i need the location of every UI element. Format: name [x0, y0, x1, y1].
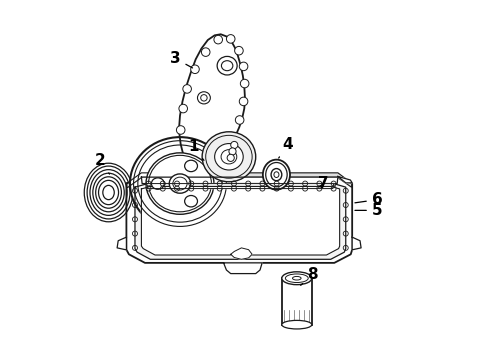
- Polygon shape: [117, 237, 126, 249]
- Ellipse shape: [151, 178, 164, 189]
- Circle shape: [191, 65, 199, 73]
- Circle shape: [235, 116, 244, 124]
- Ellipse shape: [217, 57, 237, 75]
- Polygon shape: [338, 176, 352, 183]
- Text: 3: 3: [170, 51, 193, 68]
- Polygon shape: [352, 237, 361, 249]
- Circle shape: [239, 97, 248, 106]
- Circle shape: [176, 126, 185, 134]
- Ellipse shape: [202, 132, 256, 182]
- Circle shape: [231, 141, 238, 149]
- Ellipse shape: [185, 195, 197, 207]
- Polygon shape: [147, 184, 334, 189]
- Circle shape: [183, 85, 192, 93]
- Text: 1: 1: [188, 139, 204, 160]
- Ellipse shape: [271, 168, 282, 181]
- Polygon shape: [231, 248, 252, 259]
- Text: 2: 2: [95, 153, 109, 174]
- Ellipse shape: [103, 185, 114, 200]
- Circle shape: [229, 148, 236, 155]
- Polygon shape: [142, 186, 340, 255]
- Polygon shape: [135, 184, 346, 259]
- Polygon shape: [126, 173, 352, 188]
- Ellipse shape: [263, 159, 290, 190]
- Circle shape: [214, 35, 222, 44]
- Circle shape: [239, 62, 248, 71]
- Ellipse shape: [146, 153, 214, 214]
- Ellipse shape: [197, 92, 210, 104]
- Circle shape: [201, 48, 210, 57]
- Text: 4: 4: [279, 137, 293, 158]
- Ellipse shape: [282, 320, 312, 329]
- Circle shape: [235, 46, 243, 55]
- Text: 5: 5: [355, 203, 383, 218]
- Text: 6: 6: [355, 192, 383, 207]
- Polygon shape: [179, 34, 245, 164]
- Ellipse shape: [84, 163, 133, 222]
- Text: 7: 7: [318, 176, 329, 191]
- Polygon shape: [126, 177, 352, 263]
- Ellipse shape: [185, 160, 197, 172]
- Ellipse shape: [215, 144, 243, 170]
- Ellipse shape: [130, 137, 230, 230]
- Polygon shape: [223, 263, 262, 274]
- Circle shape: [179, 104, 188, 113]
- Circle shape: [227, 154, 234, 161]
- Circle shape: [241, 79, 249, 88]
- Ellipse shape: [282, 272, 312, 285]
- Circle shape: [226, 35, 235, 43]
- Text: 8: 8: [301, 267, 318, 285]
- Polygon shape: [142, 177, 338, 184]
- Ellipse shape: [169, 174, 191, 193]
- Bar: [282, 278, 312, 325]
